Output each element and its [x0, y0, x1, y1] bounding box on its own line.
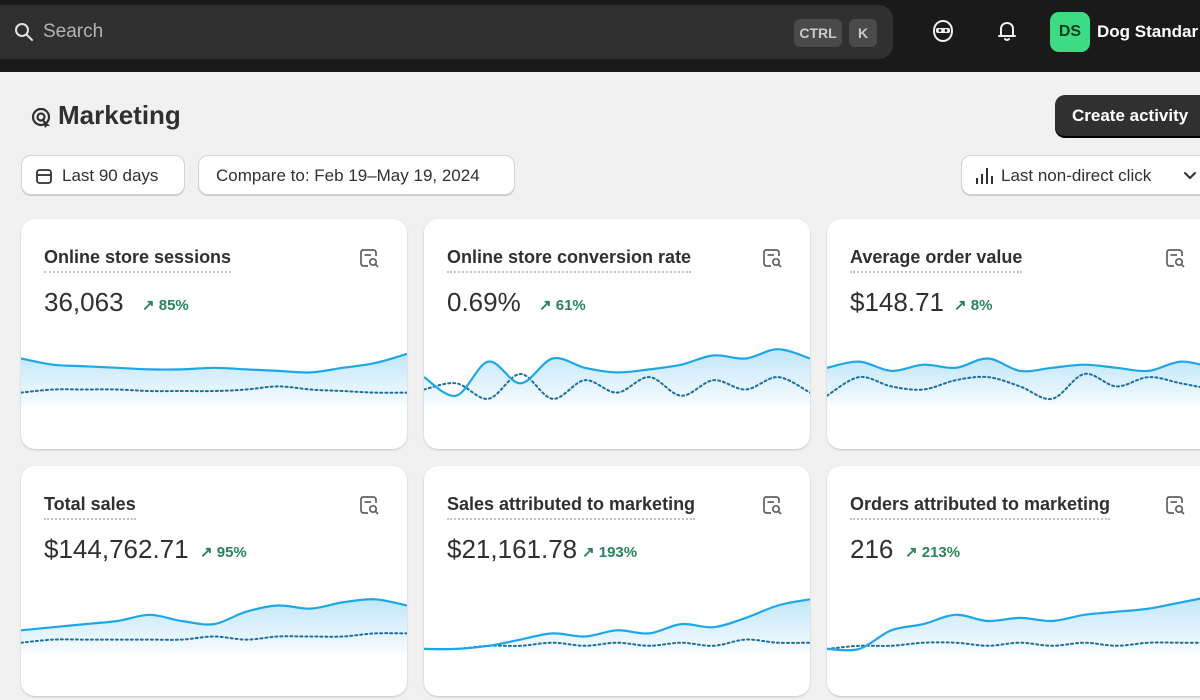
search-icon: [15, 23, 33, 41]
metric-value: 0.69%: [447, 287, 521, 317]
metric-title[interactable]: Online store sessions: [44, 247, 232, 273]
store-name[interactable]: Dog Standar: [1097, 22, 1199, 41]
shortcut-k-key: K: [849, 19, 877, 47]
create-activity-button[interactable]: Create activity: [1055, 95, 1200, 136]
metric-title[interactable]: Sales attributed to marketing: [447, 494, 696, 520]
date-range-button[interactable]: Last 90 days: [21, 155, 185, 195]
metric-explore-icon[interactable]: [761, 247, 783, 269]
sparkline-line: [424, 348, 810, 397]
search-placeholder: Search: [43, 21, 104, 42]
page-title: Marketing: [58, 100, 181, 130]
sparkline-chart: [424, 598, 810, 652]
metric-title[interactable]: Online store conversion rate: [447, 247, 692, 273]
metric-card-total-sales[interactable]: Total sales $144,762.71 ↗ 95%: [21, 466, 407, 696]
metric-value: 216: [850, 534, 894, 564]
sparkline-area: [827, 598, 1200, 652]
metric-value: $144,762.71: [44, 534, 189, 564]
sparkline-line: [21, 352, 407, 374]
shortcut-ctrl-key: CTRL: [794, 19, 842, 47]
metric-explore-icon[interactable]: [1164, 247, 1186, 269]
comparison-line: [827, 372, 1200, 401]
sidekick-icon[interactable]: [930, 18, 956, 44]
metric-value: $21,161.78: [447, 534, 578, 564]
comparison-line: [21, 632, 407, 644]
metric-change-value: 85%: [158, 297, 189, 314]
metric-card-online-store-conversion-rate[interactable]: Online store conversion rate 0.69% ↗ 61%: [424, 219, 810, 449]
trend-up-icon: ↗: [905, 544, 922, 561]
metric-change-value: 213%: [921, 544, 961, 561]
avatar[interactable]: DS: [1050, 12, 1090, 52]
metric-change: ↗ 8%: [954, 296, 992, 314]
metric-title[interactable]: Average order value: [850, 247, 1023, 273]
metric-change: ↗ 193%: [582, 543, 637, 561]
sparkline-chart: [827, 357, 1200, 405]
metric-value: $148.71: [850, 287, 944, 317]
sparkline-area: [21, 353, 407, 405]
notification-bell-icon[interactable]: [994, 18, 1020, 44]
sparkline-area: [424, 349, 810, 405]
compare-to-button[interactable]: Compare to: Feb 19–May 19, 2024: [198, 155, 515, 195]
sparkline-chart: [21, 352, 407, 405]
comparison-line: [827, 641, 1200, 650]
metric-change: ↗ 61%: [539, 296, 586, 314]
comparison-line: [21, 385, 407, 394]
metric-change: ↗ 213%: [905, 543, 960, 561]
metric-explore-icon[interactable]: [1164, 494, 1186, 516]
trend-up-icon: ↗: [582, 544, 599, 561]
metric-change-value: 95%: [216, 544, 247, 561]
metric-value: 36,063: [44, 287, 124, 317]
compare-to-label: Compare to: Feb 19–May 19, 2024: [216, 166, 480, 185]
sparkline-chart: [21, 598, 407, 652]
attribution-model-label: Last non-direct click: [1001, 166, 1152, 185]
bar-chart-icon: [976, 168, 993, 184]
sparkline-line: [827, 597, 1200, 652]
calendar-icon: [36, 169, 52, 184]
search-bar[interactable]: Search CTRL K: [0, 5, 893, 59]
attribution-model-button[interactable]: Last non-direct click: [961, 155, 1200, 195]
metric-card-orders-attributed-to-marketing[interactable]: Orders attributed to marketing 216 ↗ 213…: [827, 466, 1200, 696]
sparkline-area: [424, 599, 810, 652]
metric-explore-icon[interactable]: [358, 494, 380, 516]
trend-up-icon: ↗: [954, 297, 971, 314]
metric-title[interactable]: Orders attributed to marketing: [850, 494, 1111, 520]
metric-card-online-store-sessions[interactable]: Online store sessions 36,063 ↗ 85%: [21, 219, 407, 449]
metric-change: ↗ 95%: [200, 543, 247, 561]
trend-up-icon: ↗: [142, 297, 159, 314]
metric-explore-icon[interactable]: [761, 494, 783, 516]
trend-up-icon: ↗: [200, 544, 217, 561]
top-bar: Search CTRL K DS Dog Standar: [0, 0, 1200, 72]
chevron-down-icon: [1184, 172, 1196, 179]
metric-card-average-order-value[interactable]: Average order value $148.71 ↗ 8%: [827, 219, 1200, 449]
sparkline-line: [424, 598, 810, 651]
metric-change: ↗ 85%: [142, 296, 189, 314]
date-range-label: Last 90 days: [62, 166, 159, 185]
marketing-target-icon: [31, 107, 51, 128]
metric-change-value: 8%: [970, 297, 993, 314]
metric-change-value: 193%: [598, 544, 638, 561]
metric-card-sales-attributed-to-marketing[interactable]: Sales attributed to marketing $21,161.78…: [424, 466, 810, 696]
sparkline-chart: [827, 597, 1200, 652]
sparkline-line: [21, 598, 407, 632]
sparkline-area: [827, 358, 1200, 405]
sparkline-line: [827, 357, 1200, 373]
metric-explore-icon[interactable]: [358, 247, 380, 269]
trend-up-icon: ↗: [539, 297, 556, 314]
sparkline-chart: [424, 348, 810, 405]
comparison-line: [424, 372, 810, 400]
metric-change-value: 61%: [555, 297, 586, 314]
metric-title[interactable]: Total sales: [44, 494, 136, 520]
